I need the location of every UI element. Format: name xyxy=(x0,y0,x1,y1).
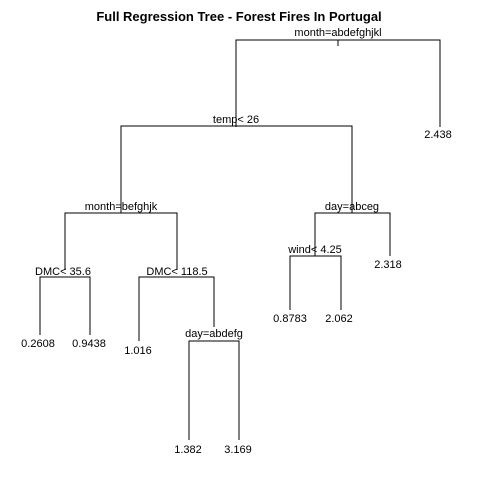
wind-branch xyxy=(289,255,342,310)
root-branch xyxy=(235,39,441,127)
split-label-day1: day=abceg xyxy=(325,201,379,213)
leaf-value: 0.2608 xyxy=(21,338,55,350)
leaf-value: 2.318 xyxy=(374,259,402,271)
leaf-value: 0.9438 xyxy=(72,338,106,350)
leaf-value: 1.382 xyxy=(174,444,202,456)
leaf-value: 2.062 xyxy=(325,313,353,325)
split-label-dmc2: DMC< 118.5 xyxy=(146,266,207,278)
leaf-value: 2.438 xyxy=(424,129,452,141)
month2-branch xyxy=(64,212,178,270)
root-split: month=abdefghjkl xyxy=(235,27,441,127)
leaf-value: 3.169 xyxy=(224,444,252,456)
day1-branch xyxy=(314,212,391,256)
dmc1-branch xyxy=(39,276,91,335)
split-label-root: month=abdefghjkl xyxy=(294,27,381,39)
day2-branch xyxy=(188,340,240,440)
split-label-day2: day=abdefg xyxy=(185,328,243,340)
leaf-value: 0.8783 xyxy=(273,313,307,325)
split-label-temp: temp< 26 xyxy=(213,114,259,126)
month2-split: month=befghjk xyxy=(64,201,178,270)
temp-branch xyxy=(120,125,353,213)
split-label-wind: wind< 4.25 xyxy=(287,244,342,256)
split-label-dmc1: DMC< 35.6 xyxy=(35,266,91,278)
wind-split: wind< 4.25 xyxy=(287,244,342,310)
diagram-title: Full Regression Tree - Forest Fires In P… xyxy=(96,9,381,24)
day2-split: day=abdefg xyxy=(185,328,243,440)
dmc1-split: DMC< 35.6 xyxy=(35,266,91,335)
day1-split: day=abceg xyxy=(314,201,391,256)
dmc2-branch xyxy=(138,276,215,341)
dmc2-split: DMC< 118.5 xyxy=(138,266,215,341)
split-label-month2: month=befghjk xyxy=(85,201,158,213)
leaf-value: 1.016 xyxy=(124,345,152,357)
temp-split: temp< 26 xyxy=(120,114,353,213)
